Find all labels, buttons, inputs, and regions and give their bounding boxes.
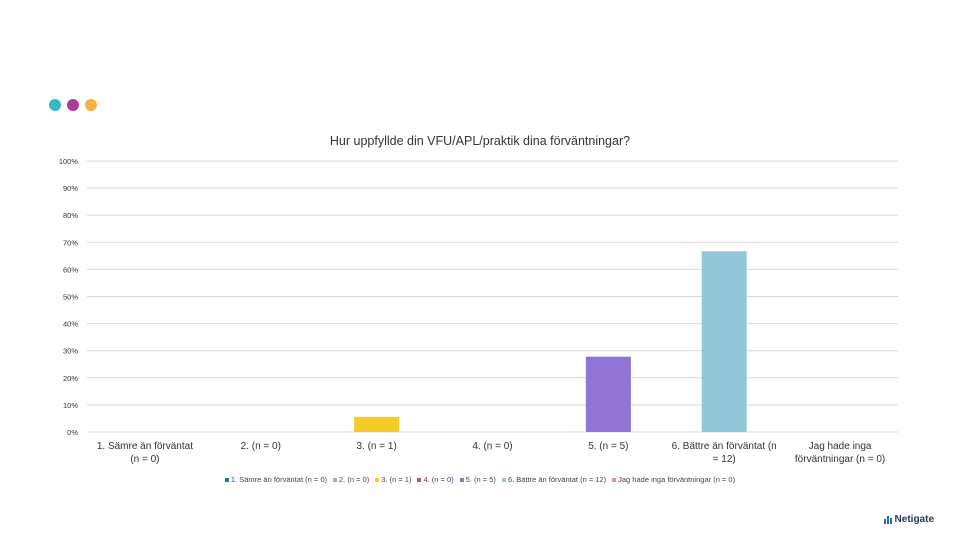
y-tick-label: 60%	[63, 265, 78, 274]
x-tick-label: 2. (n = 0)	[241, 441, 281, 452]
x-tick-label: 6. Bättre än förväntat (n	[672, 441, 777, 452]
y-tick-label: 100%	[59, 157, 79, 166]
legend-swatch	[375, 478, 380, 483]
y-tick-label: 90%	[63, 184, 78, 193]
netigate-logo-icon	[883, 515, 892, 524]
y-tick-label: 80%	[63, 211, 78, 220]
x-tick-label: 5. (n = 5)	[588, 441, 628, 452]
x-tick-label: 1. Sämre än förväntat	[97, 441, 193, 452]
y-tick-label: 10%	[63, 401, 78, 410]
legend-swatch	[333, 478, 337, 483]
legend-item: 3. (n = 1)	[375, 475, 411, 484]
chart-title: Hur uppfyllde din VFU/APL/praktik dina f…	[330, 134, 630, 148]
legend-item: 5. (n = 5)	[459, 475, 496, 484]
legend-label: 6. Bättre än förväntat (n = 12)	[507, 475, 607, 484]
legend-label: 4. (n = 0)	[423, 475, 454, 484]
logo-text: Netigate	[894, 514, 934, 525]
legend-item: 4. (n = 0)	[417, 475, 454, 484]
legend-swatch	[612, 478, 617, 483]
legend-label: 3. (n = 1)	[381, 475, 412, 484]
x-tick-label: = 12)	[713, 454, 736, 465]
dot-orange	[85, 99, 97, 111]
x-tick-label: 4. (n = 0)	[472, 441, 512, 452]
legend-label: Jag hade inga förväntningar (n = 0)	[618, 475, 736, 484]
legend-swatch	[501, 478, 506, 483]
legend-item: Jag hade inga förväntningar (n = 0)	[612, 475, 735, 484]
legend-item: 1. Sämre än förväntat (n = 0)	[224, 475, 327, 484]
y-tick-label: 30%	[63, 347, 78, 356]
y-tick-label: 70%	[63, 238, 78, 247]
y-tick-label: 40%	[63, 320, 78, 329]
bar	[585, 356, 631, 432]
x-tick-label: (n = 0)	[130, 454, 159, 465]
netigate-logo: Netigate	[883, 514, 934, 525]
dot-teal	[49, 99, 61, 111]
legend-item: 2. (n = 0)	[333, 475, 369, 484]
bar	[701, 251, 747, 432]
y-tick-label: 50%	[63, 293, 78, 302]
dot-magenta	[67, 99, 79, 111]
decorative-dots	[49, 99, 97, 111]
x-tick-label: förväntningar (n = 0)	[795, 454, 885, 465]
legend-item: 6. Bättre än förväntat (n = 12)	[501, 475, 607, 484]
legend-swatch	[224, 478, 229, 483]
legend-label: 5. (n = 5)	[465, 475, 496, 484]
y-tick-label: 0%	[67, 428, 78, 437]
legend-label: 2. (n = 0)	[339, 475, 370, 484]
bar	[354, 416, 400, 432]
legend-swatch	[459, 478, 464, 483]
chart-legend: 1. Sämre än förväntat (n = 0) 2. (n = 0) 3…	[0, 475, 960, 484]
y-tick-label: 20%	[63, 374, 78, 383]
x-tick-label: 3. (n = 1)	[356, 441, 396, 452]
legend-label: 1. Sämre än förväntat (n = 0)	[230, 475, 327, 484]
x-tick-label: Jag hade inga	[809, 441, 872, 452]
legend-swatch	[417, 478, 422, 483]
